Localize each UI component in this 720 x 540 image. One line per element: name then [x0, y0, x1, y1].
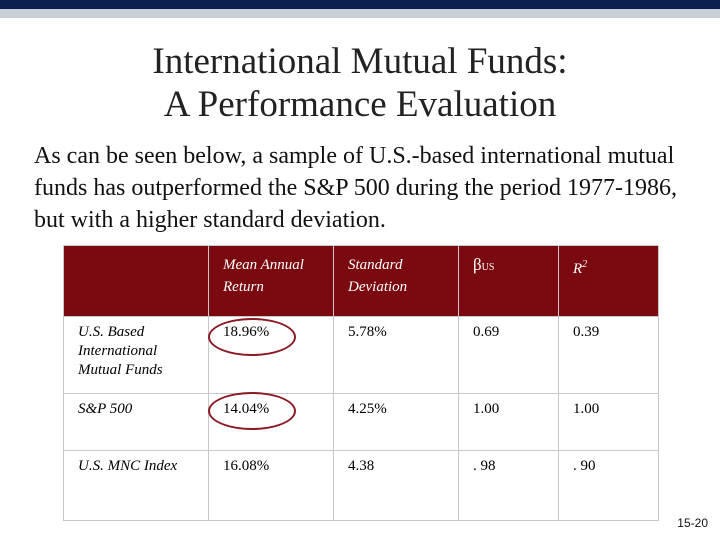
top-bar-light-band [0, 9, 720, 18]
page-number: 15-20 [677, 516, 708, 530]
header-empty-cell [63, 245, 209, 317]
row-label: U.S. MNC Index [63, 450, 209, 521]
slide-title: International Mutual Funds: A Performanc… [0, 40, 720, 126]
intro-paragraph: As can be seen below, a sample of U.S.-b… [34, 143, 678, 233]
beta-subscript: US [481, 262, 495, 273]
r-squared-main: R [573, 261, 583, 277]
table-row: U.S. MNC Index 16.08% 4.38 . 98 . 90 [63, 450, 659, 521]
slide-title-line-2: A Performance Evaluation [163, 84, 557, 125]
r2-cell: 1.00 [558, 393, 659, 451]
table-row: S&P 500 14.04% 4.25% 1.00 1.00 [63, 393, 659, 451]
table-row: U.S. Based International Mutual Funds 18… [63, 316, 659, 394]
r2-cell: . 90 [558, 450, 659, 521]
performance-table: Mean Annual Return Standard Deviation βU… [63, 245, 659, 521]
beta-cell: 0.69 [458, 316, 559, 394]
mean-return-cell: 18.96% [208, 316, 334, 394]
header-standard-deviation: Standard Deviation [333, 245, 459, 317]
row-label: S&P 500 [63, 393, 209, 451]
mean-return-cell: 14.04% [208, 393, 334, 451]
top-decorative-bar [0, 0, 720, 18]
std-dev-cell: 4.38 [333, 450, 459, 521]
mean-return-cell: 16.08% [208, 450, 334, 521]
beta-cell: . 98 [458, 450, 559, 521]
top-bar-dark-band [0, 0, 720, 9]
r-squared-superscript: 2 [582, 259, 588, 270]
header-r-squared: R2 [558, 245, 659, 317]
row-label: U.S. Based International Mutual Funds [63, 316, 209, 394]
header-beta-us: βUS [458, 245, 559, 317]
r2-cell: 0.39 [558, 316, 659, 394]
slide-title-line-1: International Mutual Funds: [152, 41, 568, 82]
header-mean-annual-return: Mean Annual Return [208, 245, 334, 317]
beta-symbol: β [473, 255, 482, 274]
std-dev-cell: 4.25% [333, 393, 459, 451]
beta-cell: 1.00 [458, 393, 559, 451]
table-header-row: Mean Annual Return Standard Deviation βU… [63, 245, 659, 317]
std-dev-cell: 5.78% [333, 316, 459, 394]
